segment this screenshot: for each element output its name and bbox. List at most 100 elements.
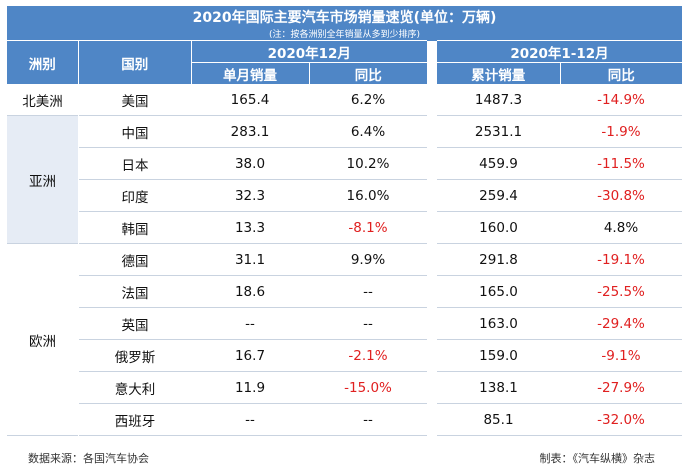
- country-cell: 日本: [79, 147, 191, 180]
- country-cell: 印度: [79, 179, 191, 212]
- month-yoy-cell: --: [309, 307, 427, 340]
- month-sales-cell: 38.0: [191, 147, 309, 180]
- cum-yoy-cell: -9.1%: [560, 339, 683, 372]
- month-sales-cell: 18.6: [191, 275, 309, 308]
- month-yoy-cell: 10.2%: [309, 147, 427, 180]
- header-gap: [78, 40, 79, 84]
- month-sales-cell: 11.9: [191, 371, 309, 404]
- cum-sales-cell: 165.0: [437, 275, 560, 308]
- column-gap: [427, 147, 437, 180]
- column-gap: [427, 371, 437, 404]
- column-gap: [78, 211, 79, 244]
- table-row: 意大利 11.9 -15.0% 138.1 -27.9%: [7, 371, 683, 404]
- table-title: 2020年国际主要汽车市场销量速览(单位：万辆): [7, 6, 683, 27]
- month-sales-cell: 13.3: [191, 211, 309, 244]
- country-cell: 俄罗斯: [79, 339, 191, 372]
- country-cell: 美国: [79, 84, 191, 116]
- table-row: 日本 38.0 10.2% 459.9 -11.5%: [7, 147, 683, 180]
- country-cell: 法国: [79, 275, 191, 308]
- cum-sales-cell: 160.0: [437, 211, 560, 244]
- table-row: 西班牙 -- -- 85.1 -32.0%: [7, 403, 683, 436]
- column-gap: [427, 243, 437, 276]
- column-gap: [78, 371, 79, 404]
- country-cell: 西班牙: [79, 403, 191, 436]
- column-gap: [427, 307, 437, 340]
- sales-table: 2020年国际主要汽车市场销量速览(单位：万辆) (注：按各洲别全年销量从多到少…: [7, 6, 683, 436]
- header-continent: 洲别: [7, 40, 79, 84]
- cum-yoy-cell: -1.9%: [560, 115, 683, 148]
- header-cum-yoy: 同比: [560, 62, 683, 84]
- table-row: 亚洲 中国 283.1 6.4% 2531.1 -1.9%: [7, 115, 683, 244]
- table-row: 英国 -- -- 163.0 -29.4%: [7, 307, 683, 340]
- header-period-year: 2020年1-12月: [437, 40, 683, 63]
- cum-sales-cell: 259.4: [437, 179, 560, 212]
- cum-yoy-cell: -29.4%: [560, 307, 683, 340]
- month-yoy-cell: -8.1%: [309, 211, 427, 244]
- table-row: 欧洲 德国 31.1 9.9% 291.8 -19.1%: [7, 243, 683, 436]
- header-country: 国别: [79, 40, 192, 84]
- month-yoy-cell: --: [309, 403, 427, 436]
- month-yoy-cell: -15.0%: [309, 371, 427, 404]
- column-gap: [427, 84, 437, 116]
- month-sales-cell: 32.3: [191, 179, 309, 212]
- footer-source: 数据来源：各国汽车协会: [28, 452, 149, 465]
- cum-sales-cell: 85.1: [437, 403, 560, 436]
- header-month-sales: 单月销量: [191, 62, 310, 84]
- column-gap: [78, 179, 79, 212]
- column-gap: [427, 403, 437, 436]
- column-gap: [78, 84, 79, 116]
- continent-cell: 北美洲: [7, 84, 78, 116]
- table-row: 印度 32.3 16.0% 259.4 -30.8%: [7, 179, 683, 212]
- column-gap: [427, 179, 437, 212]
- column-gap: [427, 211, 437, 244]
- cum-yoy-cell: -30.8%: [560, 179, 683, 212]
- cum-yoy-cell: -19.1%: [560, 243, 683, 276]
- footer-made-by: 制表：《汽车纵横》杂志: [539, 452, 656, 465]
- country-cell: 韩国: [79, 211, 191, 244]
- month-sales-cell: --: [191, 403, 309, 436]
- table-row: 北美洲 美国 165.4 6.2% 1487.3 -14.9%: [7, 84, 683, 116]
- column-gap: [78, 275, 79, 308]
- column-gap: [427, 275, 437, 308]
- table-note: (注：按各洲别全年销量从多到少排序): [7, 27, 683, 41]
- table-row: 法国 18.6 -- 165.0 -25.5%: [7, 275, 683, 308]
- cum-sales-cell: 459.9: [437, 147, 560, 180]
- cum-sales-cell: 163.0: [437, 307, 560, 340]
- table-row: 韩国 13.3 -8.1% 160.0 4.8%: [7, 211, 683, 244]
- cum-yoy-cell: -14.9%: [560, 84, 683, 116]
- header-period-month: 2020年12月: [191, 40, 427, 63]
- month-yoy-cell: 16.0%: [309, 179, 427, 212]
- column-gap: [78, 339, 79, 372]
- cum-yoy-cell: -11.5%: [560, 147, 683, 180]
- cum-sales-cell: 2531.1: [437, 115, 560, 148]
- column-gap: [427, 115, 437, 148]
- cum-sales-cell: 159.0: [437, 339, 560, 372]
- cum-yoy-cell: 4.8%: [560, 211, 683, 244]
- column-gap: [78, 243, 79, 276]
- country-cell: 中国: [79, 115, 191, 148]
- country-cell: 德国: [79, 243, 191, 276]
- header-month-yoy: 同比: [309, 62, 427, 84]
- column-gap: [78, 403, 79, 436]
- month-sales-cell: 165.4: [191, 84, 309, 116]
- month-yoy-cell: 6.2%: [309, 84, 427, 116]
- column-gap: [78, 147, 79, 180]
- month-sales-cell: --: [191, 307, 309, 340]
- country-cell: 意大利: [79, 371, 191, 404]
- month-yoy-cell: -2.1%: [309, 339, 427, 372]
- country-cell: 英国: [79, 307, 191, 340]
- month-sales-cell: 283.1: [191, 115, 309, 148]
- cum-sales-cell: 291.8: [437, 243, 560, 276]
- month-yoy-cell: --: [309, 275, 427, 308]
- column-gap: [78, 115, 79, 148]
- continent-cell: 欧洲: [7, 243, 78, 436]
- continent-cell: 亚洲: [7, 115, 78, 244]
- month-yoy-cell: 9.9%: [309, 243, 427, 276]
- cum-yoy-cell: -25.5%: [560, 275, 683, 308]
- month-sales-cell: 16.7: [191, 339, 309, 372]
- column-gap: [78, 307, 79, 340]
- cum-yoy-cell: -32.0%: [560, 403, 683, 436]
- header-gap: [427, 40, 437, 84]
- cum-sales-cell: 1487.3: [437, 84, 560, 116]
